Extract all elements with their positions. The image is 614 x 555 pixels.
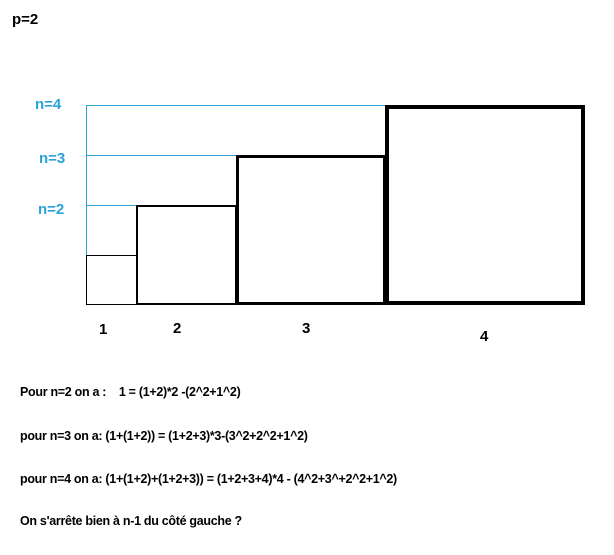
- equation-n2: Pour n=2 on a : 1 = (1+2)*2 -(2^2+1^2): [20, 385, 241, 399]
- square-1: [86, 255, 137, 305]
- label-n2: n=2: [38, 201, 64, 218]
- square-label-4: 4: [480, 328, 489, 345]
- square-label-3: 3: [302, 320, 310, 337]
- square-2: [136, 205, 237, 305]
- question: On s'arrête bien à n-1 du côté gauche ?: [20, 514, 242, 528]
- square-label-1: 1: [99, 321, 107, 338]
- title: p=2: [12, 11, 38, 28]
- equation-n4: pour n=4 on a: (1+(1+2)+(1+2+3)) = (1+2+…: [20, 472, 397, 486]
- square-4: [385, 105, 585, 305]
- square-label-2: 2: [173, 320, 181, 337]
- square-3: [236, 155, 386, 305]
- equation-n3: pour n=3 on a: (1+(1+2)) = (1+2+3)*3-(3^…: [20, 429, 308, 443]
- label-n4: n=4: [35, 96, 62, 113]
- guide-lines: [86, 105, 386, 255]
- label-n3: n=3: [39, 150, 65, 167]
